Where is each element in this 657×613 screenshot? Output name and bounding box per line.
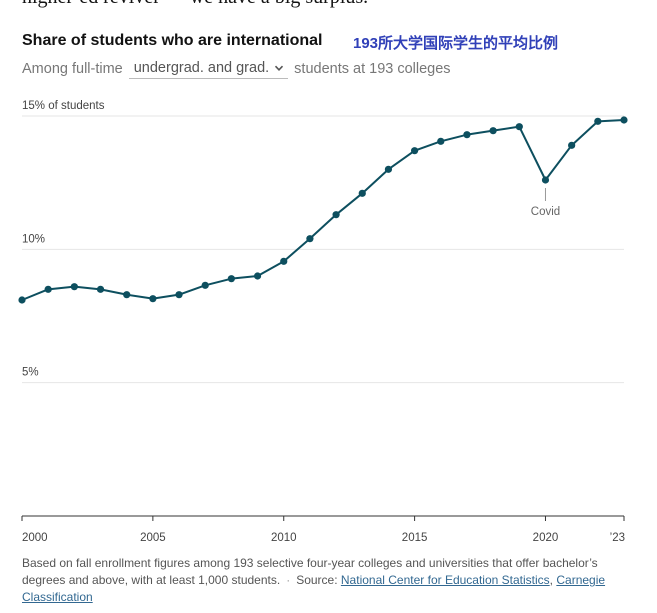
data-point (358, 189, 366, 197)
data-point (515, 123, 523, 131)
data-point (463, 131, 471, 139)
y-tick-label: 5% (22, 367, 39, 379)
line-chart: 15% of students 10% 5% 2000 2005 2010 2015 202… (18, 100, 628, 544)
x-axis: 2000 2005 2010 2015 2020 ’23 (21, 515, 625, 544)
data-point (411, 147, 419, 155)
data-point (306, 235, 314, 243)
series-layer (18, 116, 628, 304)
footnote: Based on fall enrollment figures among 1… (22, 555, 632, 606)
data-point (384, 165, 393, 173)
y-tick-label: 15% of students (22, 100, 105, 112)
series-line (21, 119, 625, 301)
source-prefix: Source: (296, 573, 338, 587)
y-tick-label: 10% (22, 233, 45, 245)
chart-title: Share of students who are international (22, 32, 323, 49)
student-type-select[interactable]: undergrad. and grad. (128, 59, 289, 79)
data-point (18, 296, 26, 304)
gridlines: 15% of students 10% 5% (22, 100, 624, 384)
annotations: Covid (531, 188, 560, 218)
annotation-covid-label: Covid (531, 206, 560, 218)
data-point (541, 176, 550, 184)
footnote-separator: · (286, 573, 291, 587)
subtitle-suffix: students at 193 colleges (294, 61, 451, 77)
data-point (280, 257, 288, 265)
x-tick-label: 2005 (140, 532, 166, 544)
data-point (332, 211, 340, 219)
data-point (253, 272, 262, 280)
x-tick-label: ’23 (610, 532, 625, 544)
chart-subtitle: Among full-time undergrad. and grad. stu… (22, 57, 451, 81)
data-point (175, 291, 183, 299)
data-point (201, 281, 209, 289)
data-point (568, 141, 576, 149)
chinese-annotation: 193所大学国际学生的平均比例 (353, 35, 559, 52)
student-type-select-value: undergrad. and grad. (133, 59, 270, 76)
data-point (96, 285, 105, 293)
x-tick-label: 2020 (533, 532, 559, 544)
x-tick-label: 2010 (271, 532, 297, 544)
data-point (620, 116, 628, 124)
data-point (70, 283, 78, 291)
data-point (149, 295, 157, 303)
data-point (44, 285, 52, 293)
clipped-article-text: higher-ed reviver — we have a big surplu… (22, 0, 368, 9)
chevron-down-icon (275, 65, 284, 71)
source-comma: , (549, 573, 554, 587)
data-point (489, 127, 497, 135)
source-link-nces[interactable]: National Center for Education Statistics (340, 573, 550, 587)
data-point (227, 275, 235, 283)
source-link-carnegie[interactable]: Carnegie Classification (22, 573, 606, 604)
data-point (594, 117, 602, 125)
footnote-text: Based on fall enrollment figures among 1… (22, 556, 598, 587)
x-tick-label: 2015 (402, 532, 428, 544)
subtitle-prefix: Among full-time (22, 61, 123, 77)
data-point (123, 291, 131, 299)
x-tick-label: 2000 (22, 532, 48, 544)
data-point (437, 137, 445, 145)
